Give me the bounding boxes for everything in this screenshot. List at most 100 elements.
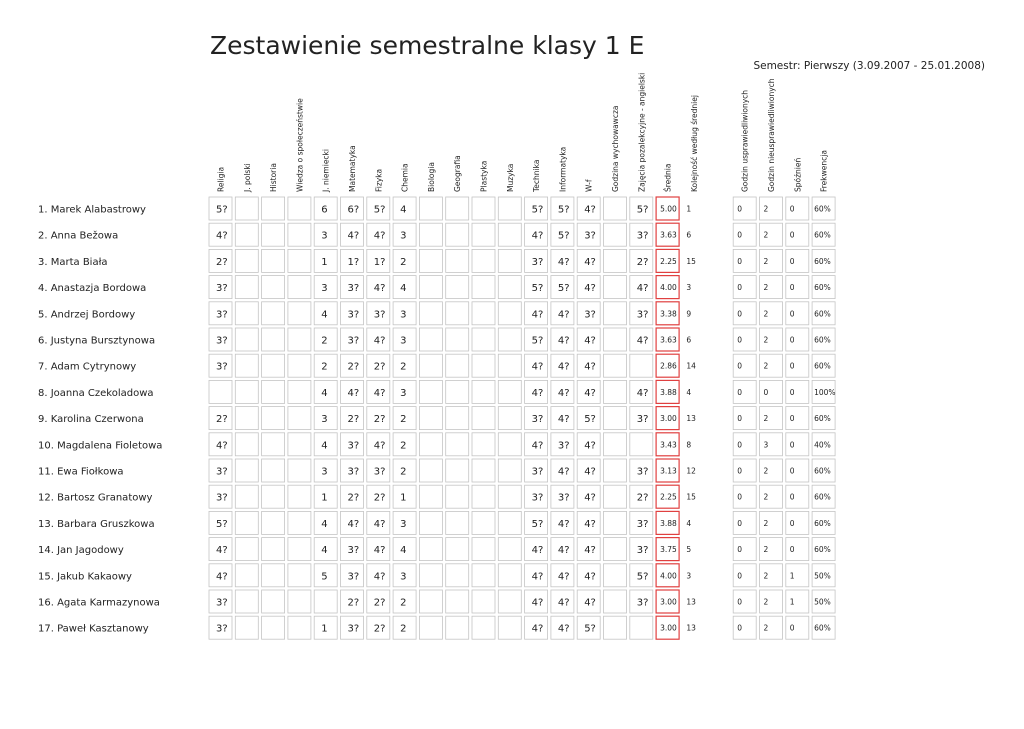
grade-value: 5?: [584, 414, 596, 425]
grade-cell: [366, 222, 391, 247]
grade-value: 2?: [348, 493, 360, 504]
grade-cell: [208, 563, 233, 588]
grade-cell: [366, 510, 391, 535]
column-header: Średnia: [664, 164, 673, 193]
grade-cell: [471, 353, 496, 378]
grade-cell: [208, 248, 233, 273]
grade-cell: [313, 432, 338, 457]
grade-cell: [811, 537, 836, 561]
average-cell: [655, 353, 680, 378]
grade-cell: [497, 196, 522, 221]
stat-value: 2: [764, 362, 769, 371]
stat-value: 60%: [814, 257, 831, 266]
grade-cell: [313, 327, 338, 352]
grade-value: 4?: [584, 205, 596, 216]
grade-value: 4: [400, 205, 406, 216]
grade-cell: [340, 537, 364, 561]
grade-cell: [603, 327, 627, 352]
grade-cell: [366, 615, 391, 640]
stat-value: 0: [790, 336, 795, 345]
grade-cell: [603, 563, 627, 588]
grade-cell: [340, 615, 364, 640]
stat-value: 0: [790, 205, 795, 214]
grade-cell: [313, 589, 338, 614]
grade-value: 4?: [374, 336, 386, 347]
stat-value: 4.00: [660, 571, 677, 580]
stat-value: 0: [737, 257, 742, 266]
grade-value: 4: [321, 309, 327, 320]
grade-cell: [603, 301, 627, 326]
grade-cell: [340, 563, 364, 588]
stat-value: 3.75: [660, 545, 677, 554]
grade-cell: [234, 432, 259, 457]
column-header: Zajęcia pozalekcyjne - angielski: [637, 73, 646, 192]
stat-value: 1: [790, 598, 795, 607]
grade-value: 4?: [374, 283, 386, 294]
grade-value: 4?: [584, 362, 596, 373]
grade-cell: [732, 248, 757, 273]
grade-cell: [234, 275, 259, 300]
stat-value: 0: [737, 624, 742, 633]
grade-value: 2?: [216, 414, 228, 425]
grade-cell: [732, 327, 757, 352]
grade-cell: [550, 248, 575, 273]
grade-value: 2?: [374, 624, 386, 635]
grade-value: 3?: [374, 309, 386, 320]
grade-cell: [497, 379, 522, 404]
grade-cell: [524, 406, 548, 431]
student-name: 11. Ewa Fiołkowa: [38, 467, 124, 478]
average-cell: [655, 406, 680, 431]
grade-cell: [261, 484, 286, 509]
grade-cell: [392, 275, 417, 300]
grade-cell: [497, 615, 522, 640]
grade-cell: [497, 458, 522, 483]
grade-value: 3?: [558, 440, 570, 451]
grade-cell: [418, 589, 443, 614]
grade-cell: [261, 248, 286, 273]
stat-value: 0: [737, 545, 742, 554]
stat-value: 2.25: [660, 257, 677, 266]
grade-cell: [629, 510, 654, 535]
grade-cell: [497, 222, 522, 247]
grade-cell: [576, 589, 601, 614]
grade-value: 3: [400, 571, 406, 582]
grade-value: 3: [321, 467, 327, 478]
stat-value: 60%: [814, 205, 831, 214]
grade-cell: [261, 275, 286, 300]
grade-value: 4?: [532, 388, 544, 399]
stat-value: 60%: [814, 624, 831, 633]
column-header: Godzin nieusprawiedliwionych: [767, 78, 776, 192]
stat-value: 0: [737, 231, 742, 240]
grade-cell: [732, 589, 757, 614]
grade-value: 5: [321, 571, 327, 582]
stat-value: 2.86: [660, 362, 677, 371]
stat-value: 2: [764, 545, 769, 554]
grade-cell: [550, 275, 575, 300]
grade-value: 2: [321, 362, 327, 373]
grade-cell: [785, 353, 810, 378]
grade-cell: [208, 537, 233, 561]
grade-value: 1: [321, 493, 327, 504]
grade-cell: [811, 327, 836, 352]
column-header: Informatyka: [558, 147, 567, 192]
stat-value: 2: [764, 231, 769, 240]
grade-cell: [550, 458, 575, 483]
stat-value: 0: [737, 571, 742, 580]
grade-value: 4: [400, 545, 406, 556]
grade-cell: [340, 458, 364, 483]
grade-cell: [445, 379, 470, 404]
grade-cell: [759, 432, 783, 457]
grade-value: 3?: [584, 231, 596, 242]
grade-value: 4?: [584, 283, 596, 294]
grade-cell: [471, 510, 496, 535]
grade-cell: [445, 432, 470, 457]
grade-cell: [759, 537, 783, 561]
grade-cell: [261, 589, 286, 614]
grade-value: 3?: [348, 624, 360, 635]
grade-cell: [603, 537, 627, 561]
grade-value: 3: [321, 231, 327, 242]
grade-cell: [366, 432, 391, 457]
grade-value: 3?: [216, 283, 228, 294]
grade-value: 2?: [216, 257, 228, 268]
stat-value: 60%: [814, 283, 831, 292]
